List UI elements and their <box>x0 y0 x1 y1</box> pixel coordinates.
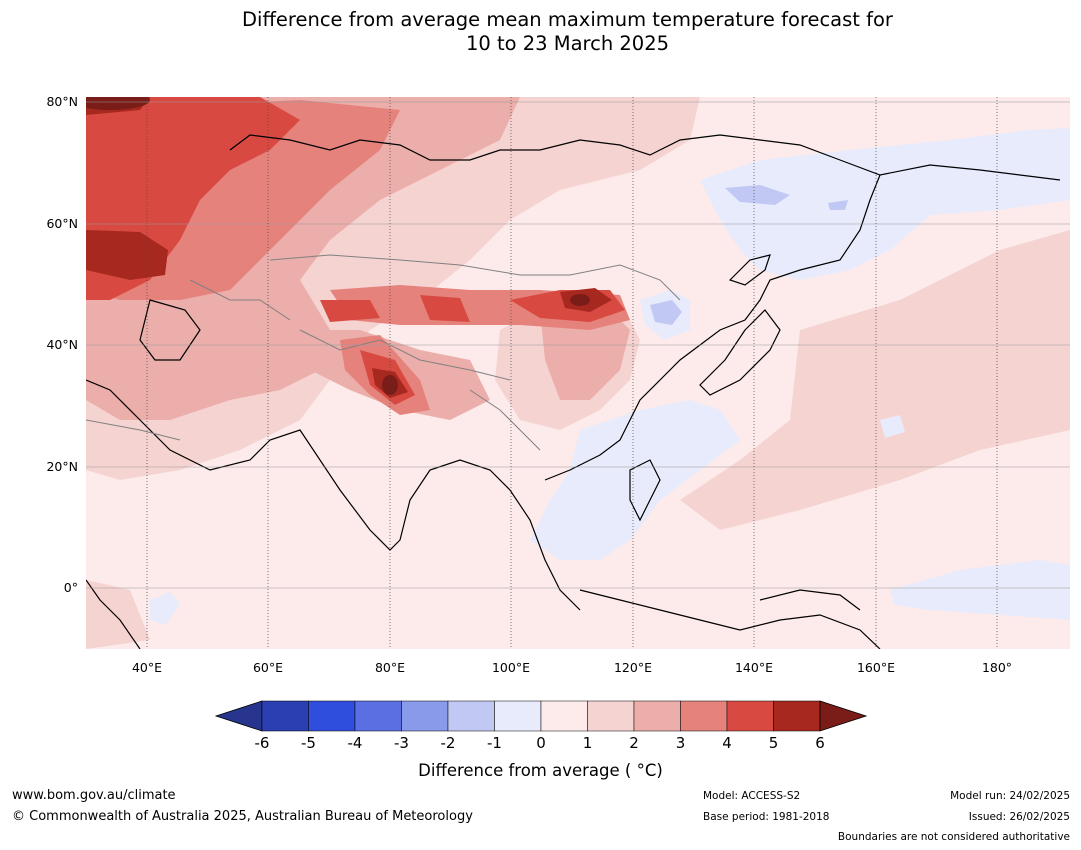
colorbar-segment <box>354 700 402 732</box>
anomaly-region <box>320 300 380 322</box>
title-line-1: Difference from average mean maximum tem… <box>242 8 893 31</box>
colorbar-segment <box>773 700 821 732</box>
lon-label: 140°E <box>734 660 773 675</box>
map-title: Difference from average mean maximum tem… <box>0 8 1081 56</box>
colorbar-tick: 4 <box>722 734 732 752</box>
colorbar <box>214 700 868 732</box>
lat-label: 20°N <box>46 459 78 474</box>
anomaly-region <box>700 128 1070 280</box>
colorbar-segment <box>587 700 635 732</box>
anomaly-region <box>680 230 1070 530</box>
disclaimer-text: Boundaries are not considered authoritat… <box>837 831 1070 843</box>
colorbar-segment <box>680 700 728 732</box>
anomaly-region <box>725 185 790 205</box>
colorbar-segment <box>308 700 356 732</box>
lon-label: 60°E <box>252 660 284 675</box>
colorbar-extension-low <box>214 700 263 732</box>
lon-label: 180° <box>981 660 1013 675</box>
colorbar-tick: 3 <box>675 734 686 752</box>
issued-text: Issued: 26/02/2025 <box>968 811 1070 823</box>
colorbar-tick: -5 <box>301 734 316 752</box>
colorbar-tick: 2 <box>629 734 639 752</box>
colorbar-tick: -1 <box>487 734 502 752</box>
anomaly-region <box>86 230 168 280</box>
lat-label: 40°N <box>46 337 78 352</box>
colorbar-tick: -6 <box>254 734 270 752</box>
anomaly-field <box>86 97 1070 649</box>
anomaly-region <box>420 295 470 322</box>
anomaly-region <box>880 415 905 438</box>
colorbar-tick: 1 <box>582 734 593 752</box>
country-borders <box>86 254 681 451</box>
colorbar-segment <box>447 700 495 732</box>
colorbar-tick: -2 <box>440 734 456 752</box>
anomaly-region <box>86 97 150 110</box>
anomaly-region <box>530 400 740 560</box>
colorbar-segment <box>726 700 774 732</box>
colorbar-tick: 0 <box>536 734 546 752</box>
colorbar-tick: 6 <box>815 734 825 752</box>
colorbar-segment <box>261 700 309 732</box>
colorbar-tick: 5 <box>768 734 779 752</box>
anomaly-region <box>570 294 590 306</box>
colorbar-segment <box>633 700 681 732</box>
anomaly-region <box>150 592 180 625</box>
anomaly-region <box>650 300 682 325</box>
lon-label: 120°E <box>613 660 652 675</box>
anomaly-region <box>86 580 150 649</box>
gridlines <box>86 101 1070 589</box>
coastlines <box>86 134 1061 649</box>
lat-label: 0° <box>63 580 78 595</box>
colorbar-segment <box>540 700 588 732</box>
colorbar-tick: -4 <box>347 734 363 752</box>
colorbar-label: Difference from average ( °C) <box>418 761 663 780</box>
lon-label: 40°E <box>131 660 163 675</box>
lat-label: 60°N <box>46 216 78 231</box>
model-run-text: Model run: 24/02/2025 <box>950 790 1070 802</box>
forecast-map <box>86 97 1070 649</box>
title-line-2: 10 to 23 March 2025 <box>465 32 670 55</box>
copyright-text: © Commonwealth of Australia 2025, Austra… <box>12 809 473 824</box>
colorbar-tick: -3 <box>394 734 409 752</box>
colorbar-segment <box>494 700 542 732</box>
anomaly-region <box>890 560 1070 620</box>
base-period-text: Base period: 1981-2018 <box>703 811 830 823</box>
anomaly-region <box>828 200 848 210</box>
lon-label: 100°E <box>491 660 530 675</box>
lon-label: 160°E <box>856 660 895 675</box>
lon-label: 80°E <box>374 660 406 675</box>
colorbar-extension-high <box>819 700 868 732</box>
lat-label: 80°N <box>46 94 78 109</box>
model-text: Model: ACCESS-S2 <box>703 790 801 802</box>
website-link[interactable]: www.bom.gov.au/climate <box>12 788 176 803</box>
colorbar-segment <box>401 700 449 732</box>
meridians <box>146 97 998 649</box>
